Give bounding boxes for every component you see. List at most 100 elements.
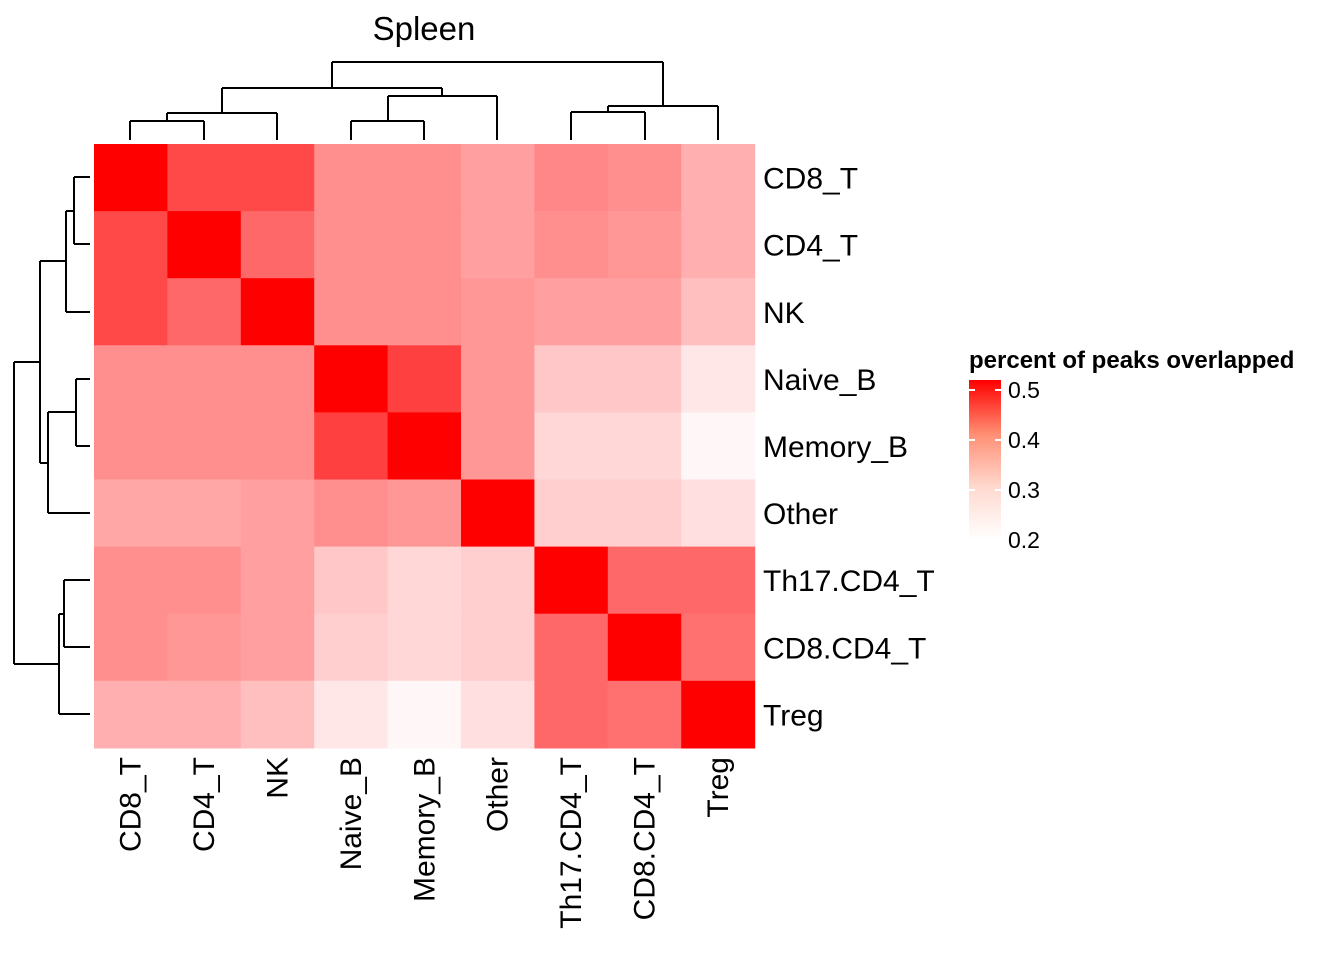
heatmap-cell-Memory_B-Naive_B bbox=[314, 412, 389, 481]
heatmap-cell-Other-Th17.CD4_T bbox=[534, 479, 609, 548]
row-label: NK bbox=[763, 297, 805, 330]
color-legend: percent of peaks overlapped 0.2 0.3 0.4 0.5 bbox=[969, 347, 1294, 553]
heatmap-cell-NK-CD8_T bbox=[94, 278, 168, 346]
heatmap-cell-Memory_B-Treg bbox=[681, 412, 756, 481]
heatmap-cell-Th17.CD4_T-Th17.CD4_T bbox=[534, 546, 609, 615]
column-label: CD8_T bbox=[115, 757, 148, 852]
heatmap-cell-CD4_T-Other bbox=[461, 211, 535, 279]
row-label: CD4_T bbox=[763, 230, 858, 263]
heatmap-cell-CD8_T-NK bbox=[240, 144, 315, 212]
column-label: Treg bbox=[702, 757, 735, 818]
row-dendrogram bbox=[13, 176, 90, 715]
heatmap-cell-Treg-Naive_B bbox=[314, 680, 389, 749]
heatmap-cell-Other-CD8.CD4_T bbox=[607, 479, 682, 548]
heatmap-cell-CD4_T-CD8_T bbox=[94, 211, 168, 279]
legend-tick-label: 0.5 bbox=[1008, 377, 1040, 403]
heatmap-cell-CD4_T-Treg bbox=[681, 211, 756, 279]
heatmap-cell-CD8.CD4_T-Memory_B bbox=[387, 613, 462, 682]
heatmap-cell-CD8_T-Naive_B bbox=[314, 144, 389, 212]
heatmap-cell-CD4_T-CD8.CD4_T bbox=[607, 211, 682, 279]
heatmap-cell-Th17.CD4_T-CD8.CD4_T bbox=[607, 546, 682, 615]
column-label: Memory_B bbox=[408, 757, 441, 902]
heatmap-cell-Treg-Other bbox=[461, 680, 535, 749]
legend-tick-label: 0.2 bbox=[1008, 527, 1040, 553]
heatmap-cell-Th17.CD4_T-Other bbox=[461, 546, 535, 615]
legend-ticks: 0.2 0.3 0.4 0.5 bbox=[969, 377, 1040, 553]
heatmap-cell-CD4_T-Naive_B bbox=[314, 211, 389, 279]
heatmap-cell-Other-NK bbox=[240, 479, 315, 548]
heatmap-cell-Treg-CD8_T bbox=[94, 680, 168, 749]
heatmap-cell-CD8.CD4_T-CD8_T bbox=[94, 613, 168, 682]
heatmap-cell-Naive_B-Th17.CD4_T bbox=[534, 345, 609, 413]
heatmap-cells bbox=[94, 144, 756, 749]
row-label: Other bbox=[763, 498, 838, 531]
heatmap-cell-Naive_B-CD8.CD4_T bbox=[607, 345, 682, 413]
heatmap-cell-CD8_T-Th17.CD4_T bbox=[534, 144, 609, 212]
column-label: Naive_B bbox=[335, 757, 368, 870]
heatmap-cell-CD4_T-CD4_T bbox=[167, 211, 242, 279]
heatmap-cell-Th17.CD4_T-Naive_B bbox=[314, 546, 389, 615]
heatmap-cell-CD8.CD4_T-NK bbox=[240, 613, 315, 682]
heatmap-cell-NK-Other bbox=[461, 278, 535, 346]
heatmap-cell-CD4_T-NK bbox=[240, 211, 315, 279]
heatmap-cell-NK-Naive_B bbox=[314, 278, 389, 346]
heatmap-cell-CD8_T-Other bbox=[461, 144, 535, 212]
heatmap-cell-Memory_B-CD4_T bbox=[167, 412, 242, 481]
heatmap-cell-CD8_T-CD8_T bbox=[94, 144, 168, 212]
heatmap-cell-CD8.CD4_T-Th17.CD4_T bbox=[534, 613, 609, 682]
row-label: Memory_B bbox=[763, 431, 908, 464]
column-dendrogram bbox=[129, 61, 719, 140]
heatmap-cell-Other-Treg bbox=[681, 479, 756, 548]
column-labels: CD8_T CD4_T NK Naive_B Memory_B Other Th17.CD4… bbox=[115, 757, 735, 929]
heatmap-cell-CD8_T-Treg bbox=[681, 144, 756, 212]
heatmap-cell-Other-CD4_T bbox=[167, 479, 242, 548]
heatmap-cell-CD8.CD4_T-Treg bbox=[681, 613, 756, 682]
column-label: CD8.CD4_T bbox=[629, 757, 662, 920]
heatmap-cell-CD8_T-Memory_B bbox=[387, 144, 462, 212]
row-labels: CD8_T CD4_T NK Naive_B Memory_B Other Th17.CD4… bbox=[763, 163, 935, 733]
heatmap-cell-NK-Memory_B bbox=[387, 278, 462, 346]
heatmap-cell-Memory_B-NK bbox=[240, 412, 315, 481]
heatmap-cell-NK-Th17.CD4_T bbox=[534, 278, 609, 346]
heatmap-cell-Treg-NK bbox=[240, 680, 315, 749]
heatmap-cell-Other-Naive_B bbox=[314, 479, 389, 548]
heatmap-cell-Th17.CD4_T-CD8_T bbox=[94, 546, 168, 615]
heatmap-cell-NK-CD8.CD4_T bbox=[607, 278, 682, 346]
row-label: Naive_B bbox=[763, 364, 876, 397]
heatmap-cell-NK-CD4_T bbox=[167, 278, 242, 346]
legend-tick-label: 0.4 bbox=[1008, 427, 1040, 453]
row-label: Treg bbox=[763, 699, 824, 732]
heatmap-cell-Naive_B-NK bbox=[240, 345, 315, 413]
column-label: Th17.CD4_T bbox=[555, 757, 588, 929]
column-label: Other bbox=[482, 757, 515, 832]
heatmap-cell-Memory_B-CD8_T bbox=[94, 412, 168, 481]
heatmap-cell-Memory_B-CD8.CD4_T bbox=[607, 412, 682, 481]
heatmap-cell-Th17.CD4_T-NK bbox=[240, 546, 315, 615]
heatmap-cell-CD4_T-Memory_B bbox=[387, 211, 462, 279]
row-label: Th17.CD4_T bbox=[763, 565, 935, 598]
heatmap-cell-CD8_T-CD4_T bbox=[167, 144, 242, 212]
legend-tick-label: 0.3 bbox=[1008, 477, 1040, 503]
heatmap-cell-Th17.CD4_T-CD4_T bbox=[167, 546, 242, 615]
heatmap-cell-Other-CD8_T bbox=[94, 479, 168, 548]
heatmap-cell-CD8_T-CD8.CD4_T bbox=[607, 144, 682, 212]
heatmap-cell-Th17.CD4_T-Treg bbox=[681, 546, 756, 615]
heatmap-cell-Memory_B-Other bbox=[461, 412, 535, 481]
heatmap-cell-CD8.CD4_T-Other bbox=[461, 613, 535, 682]
row-label: CD8.CD4_T bbox=[763, 632, 926, 665]
heatmap-cell-Naive_B-Naive_B bbox=[314, 345, 389, 413]
heatmap-cell-Treg-Memory_B bbox=[387, 680, 462, 749]
heatmap-cell-CD4_T-Th17.CD4_T bbox=[534, 211, 609, 279]
heatmap-cell-Treg-Treg bbox=[681, 680, 756, 749]
heatmap-cell-Naive_B-CD8_T bbox=[94, 345, 168, 413]
heatmap-cell-CD8.CD4_T-Naive_B bbox=[314, 613, 389, 682]
legend-title: percent of peaks overlapped bbox=[969, 347, 1294, 374]
heatmap-cell-Memory_B-Memory_B bbox=[387, 412, 462, 481]
heatmap-cell-Treg-Th17.CD4_T bbox=[534, 680, 609, 749]
heatmap-cell-Naive_B-Memory_B bbox=[387, 345, 462, 413]
heatmap-cell-NK-NK bbox=[240, 278, 315, 346]
heatmap-cell-Treg-CD8.CD4_T bbox=[607, 680, 682, 749]
chart-title: Spleen bbox=[373, 10, 476, 47]
